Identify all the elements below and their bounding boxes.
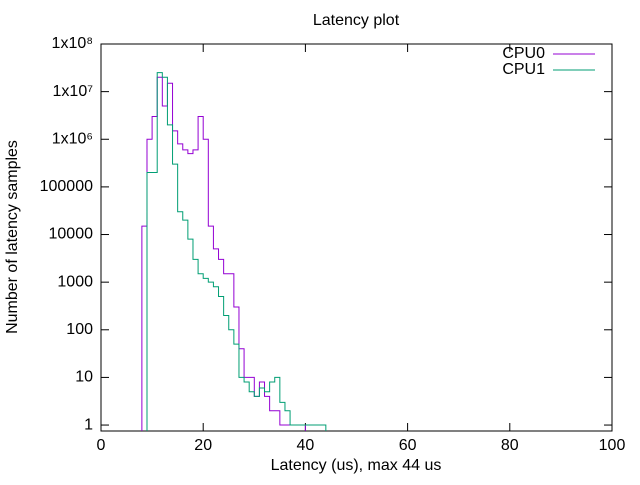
series-line <box>146 72 327 431</box>
y-axis-label: Number of latency samples <box>4 140 21 334</box>
y-tick-label: 10000 <box>49 226 94 243</box>
y-tick-label: 1x10⁶ <box>52 130 93 147</box>
y-tick-label: 100000 <box>40 178 93 195</box>
x-tick-label: 20 <box>194 437 212 454</box>
y-tick-label: 100 <box>66 321 93 338</box>
y-tick-label: 10 <box>75 369 93 386</box>
series-line <box>141 76 306 431</box>
y-tick-label: 1x10⁷ <box>53 83 94 100</box>
chart-title: Latency plot <box>313 12 400 29</box>
x-axis-label: Latency (us), max 44 us <box>271 457 442 474</box>
plot-frame <box>100 43 613 432</box>
y-tick-label: 1x10⁸ <box>52 35 93 52</box>
x-tick-label: 100 <box>599 437 626 454</box>
x-tick-label: 0 <box>97 437 106 454</box>
x-tick-label: 80 <box>501 437 519 454</box>
y-tick-label: 1000 <box>57 273 93 290</box>
legend-label: CPU0 <box>502 45 545 62</box>
x-tick-label: 40 <box>297 437 315 454</box>
x-tick-label: 60 <box>399 437 417 454</box>
legend-label: CPU1 <box>502 61 545 78</box>
y-tick-label: 1 <box>84 416 93 433</box>
